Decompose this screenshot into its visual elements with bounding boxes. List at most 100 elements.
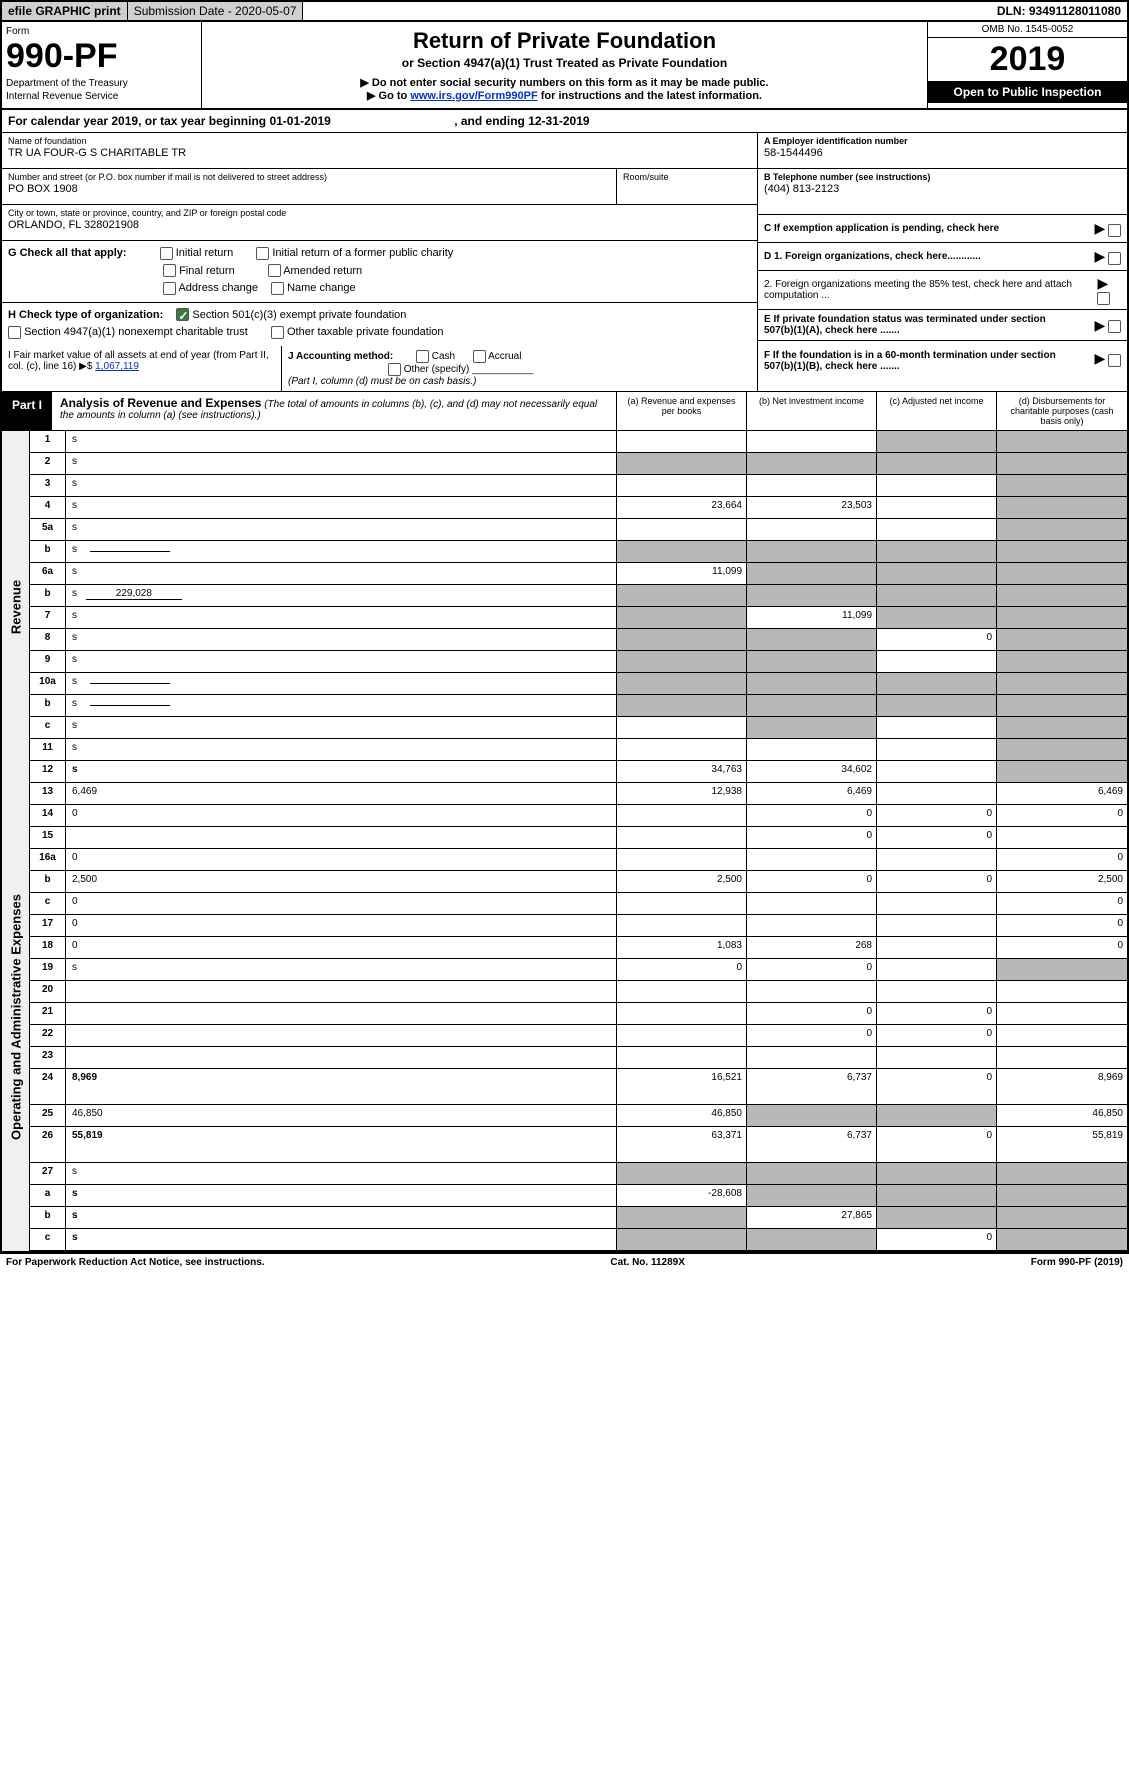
cell-a: [617, 585, 747, 606]
c-cb[interactable]: [1108, 224, 1121, 237]
table-row: 2100: [30, 1003, 1127, 1025]
line-description: 46,850: [66, 1105, 617, 1126]
city-label: City or town, state or province, country…: [8, 208, 751, 218]
table-row: 27s: [30, 1163, 1127, 1185]
h-opt-1: Section 501(c)(3) exempt private foundat…: [192, 309, 406, 321]
cell-a: [617, 1207, 747, 1228]
phone-label: B Telephone number (see instructions): [764, 172, 1121, 182]
cell-b: 6,737: [747, 1069, 877, 1104]
f-cb[interactable]: [1108, 354, 1121, 367]
cell-c: [877, 673, 997, 694]
accrual-label: Accrual: [488, 351, 521, 362]
cell-c: [877, 431, 997, 452]
table-row: 10as: [30, 673, 1127, 695]
cell-d: [997, 1003, 1127, 1024]
cell-c: [877, 585, 997, 606]
line-description: s: [66, 629, 617, 650]
h-check-section: H Check type of organization: Section 50…: [2, 303, 757, 346]
cal-end: 12-31-2019: [528, 114, 589, 128]
d1-cb[interactable]: [1108, 252, 1121, 265]
other-taxable-cb[interactable]: [271, 326, 284, 339]
col-a-head: (a) Revenue and expenses per books: [617, 392, 747, 430]
cell-c: [877, 541, 997, 562]
revenue-side-label: Revenue: [2, 431, 30, 783]
c-exemption-row: C If exemption application is pending, c…: [758, 215, 1127, 243]
cell-d: [997, 981, 1127, 1002]
cell-d: [997, 1047, 1127, 1068]
address-change-cb[interactable]: [163, 282, 176, 295]
4947-cb[interactable]: [8, 326, 21, 339]
cell-b: 0: [747, 805, 877, 826]
cell-c: 0: [877, 1069, 997, 1104]
line-number: 2: [30, 453, 66, 474]
cell-d: [997, 629, 1127, 650]
initial-return-cb[interactable]: [160, 247, 173, 260]
table-row: 3s: [30, 475, 1127, 497]
line-description: s: [66, 431, 617, 452]
table-row: bs: [30, 695, 1127, 717]
c-label: C If exemption application is pending, c…: [764, 223, 999, 234]
cell-c: [877, 563, 997, 584]
cell-c: [877, 893, 997, 914]
cell-c: [877, 1047, 997, 1068]
cell-a: [617, 981, 747, 1002]
cell-b: [747, 1047, 877, 1068]
d2-cb[interactable]: [1097, 292, 1110, 305]
line-number: 10a: [30, 673, 66, 694]
expense-rows: 136,46912,9386,4696,469140000150016a00b2…: [30, 783, 1127, 1251]
g-opt-0: Initial return: [176, 247, 233, 259]
submission-date: Submission Date - 2020-05-07: [128, 2, 304, 20]
goto-note: ▶ Go to www.irs.gov/Form990PF for instru…: [212, 89, 917, 102]
form-label: Form: [6, 26, 197, 37]
table-row: 11s: [30, 739, 1127, 761]
top-bar: efile GRAPHIC print Submission Date - 20…: [2, 2, 1127, 22]
cell-d: [997, 717, 1127, 738]
line-number: c: [30, 717, 66, 738]
cell-d: [997, 607, 1127, 628]
table-row: bs 229,028: [30, 585, 1127, 607]
cell-d: 0: [997, 893, 1127, 914]
header-left: Form 990-PF Department of the Treasury I…: [2, 22, 202, 108]
cell-a: 63,371: [617, 1127, 747, 1162]
line-number: b: [30, 695, 66, 716]
line-number: 15: [30, 827, 66, 848]
cell-c: [877, 915, 997, 936]
cell-d: 0: [997, 937, 1127, 958]
efile-label[interactable]: efile GRAPHIC print: [2, 2, 128, 20]
table-row: 5as: [30, 519, 1127, 541]
line-description: [66, 827, 617, 848]
accrual-cb[interactable]: [473, 350, 486, 363]
d2-row: 2. Foreign organizations meeting the 85%…: [758, 271, 1127, 310]
cell-d: [997, 585, 1127, 606]
form-number: 990-PF: [6, 37, 197, 76]
irs-link[interactable]: www.irs.gov/Form990PF: [410, 90, 537, 102]
cell-b: [747, 1185, 877, 1206]
calendar-year-row: For calendar year 2019, or tax year begi…: [2, 110, 1127, 133]
cell-a: [617, 431, 747, 452]
line-number: b: [30, 585, 66, 606]
line-number: 4: [30, 497, 66, 518]
501c3-cb[interactable]: [176, 308, 189, 321]
form-header: Form 990-PF Department of the Treasury I…: [2, 22, 1127, 110]
line-number: 7: [30, 607, 66, 628]
name-change-cb[interactable]: [271, 282, 284, 295]
ein-label: A Employer identification number: [764, 136, 1121, 146]
line-number: 20: [30, 981, 66, 1002]
cell-c: [877, 717, 997, 738]
cell-a: 12,938: [617, 783, 747, 804]
final-return-cb[interactable]: [163, 264, 176, 277]
g-check-section: G Check all that apply: Initial return I…: [2, 241, 757, 303]
fmv-value[interactable]: 1,067,119: [95, 361, 139, 372]
e-cb[interactable]: [1108, 320, 1121, 333]
line-description: s: [66, 497, 617, 518]
initial-public-cb[interactable]: [256, 247, 269, 260]
cash-cb[interactable]: [416, 350, 429, 363]
line-description: 0: [66, 893, 617, 914]
expense-section: Operating and Administrative Expenses 13…: [2, 783, 1127, 1251]
g-opt-2: Final return: [179, 265, 235, 277]
line-description: s: [66, 651, 617, 672]
ssn-note: ▶ Do not enter social security numbers o…: [212, 76, 917, 89]
cell-c: 0: [877, 1229, 997, 1250]
amended-cb[interactable]: [268, 264, 281, 277]
other-method-cb[interactable]: [388, 363, 401, 376]
